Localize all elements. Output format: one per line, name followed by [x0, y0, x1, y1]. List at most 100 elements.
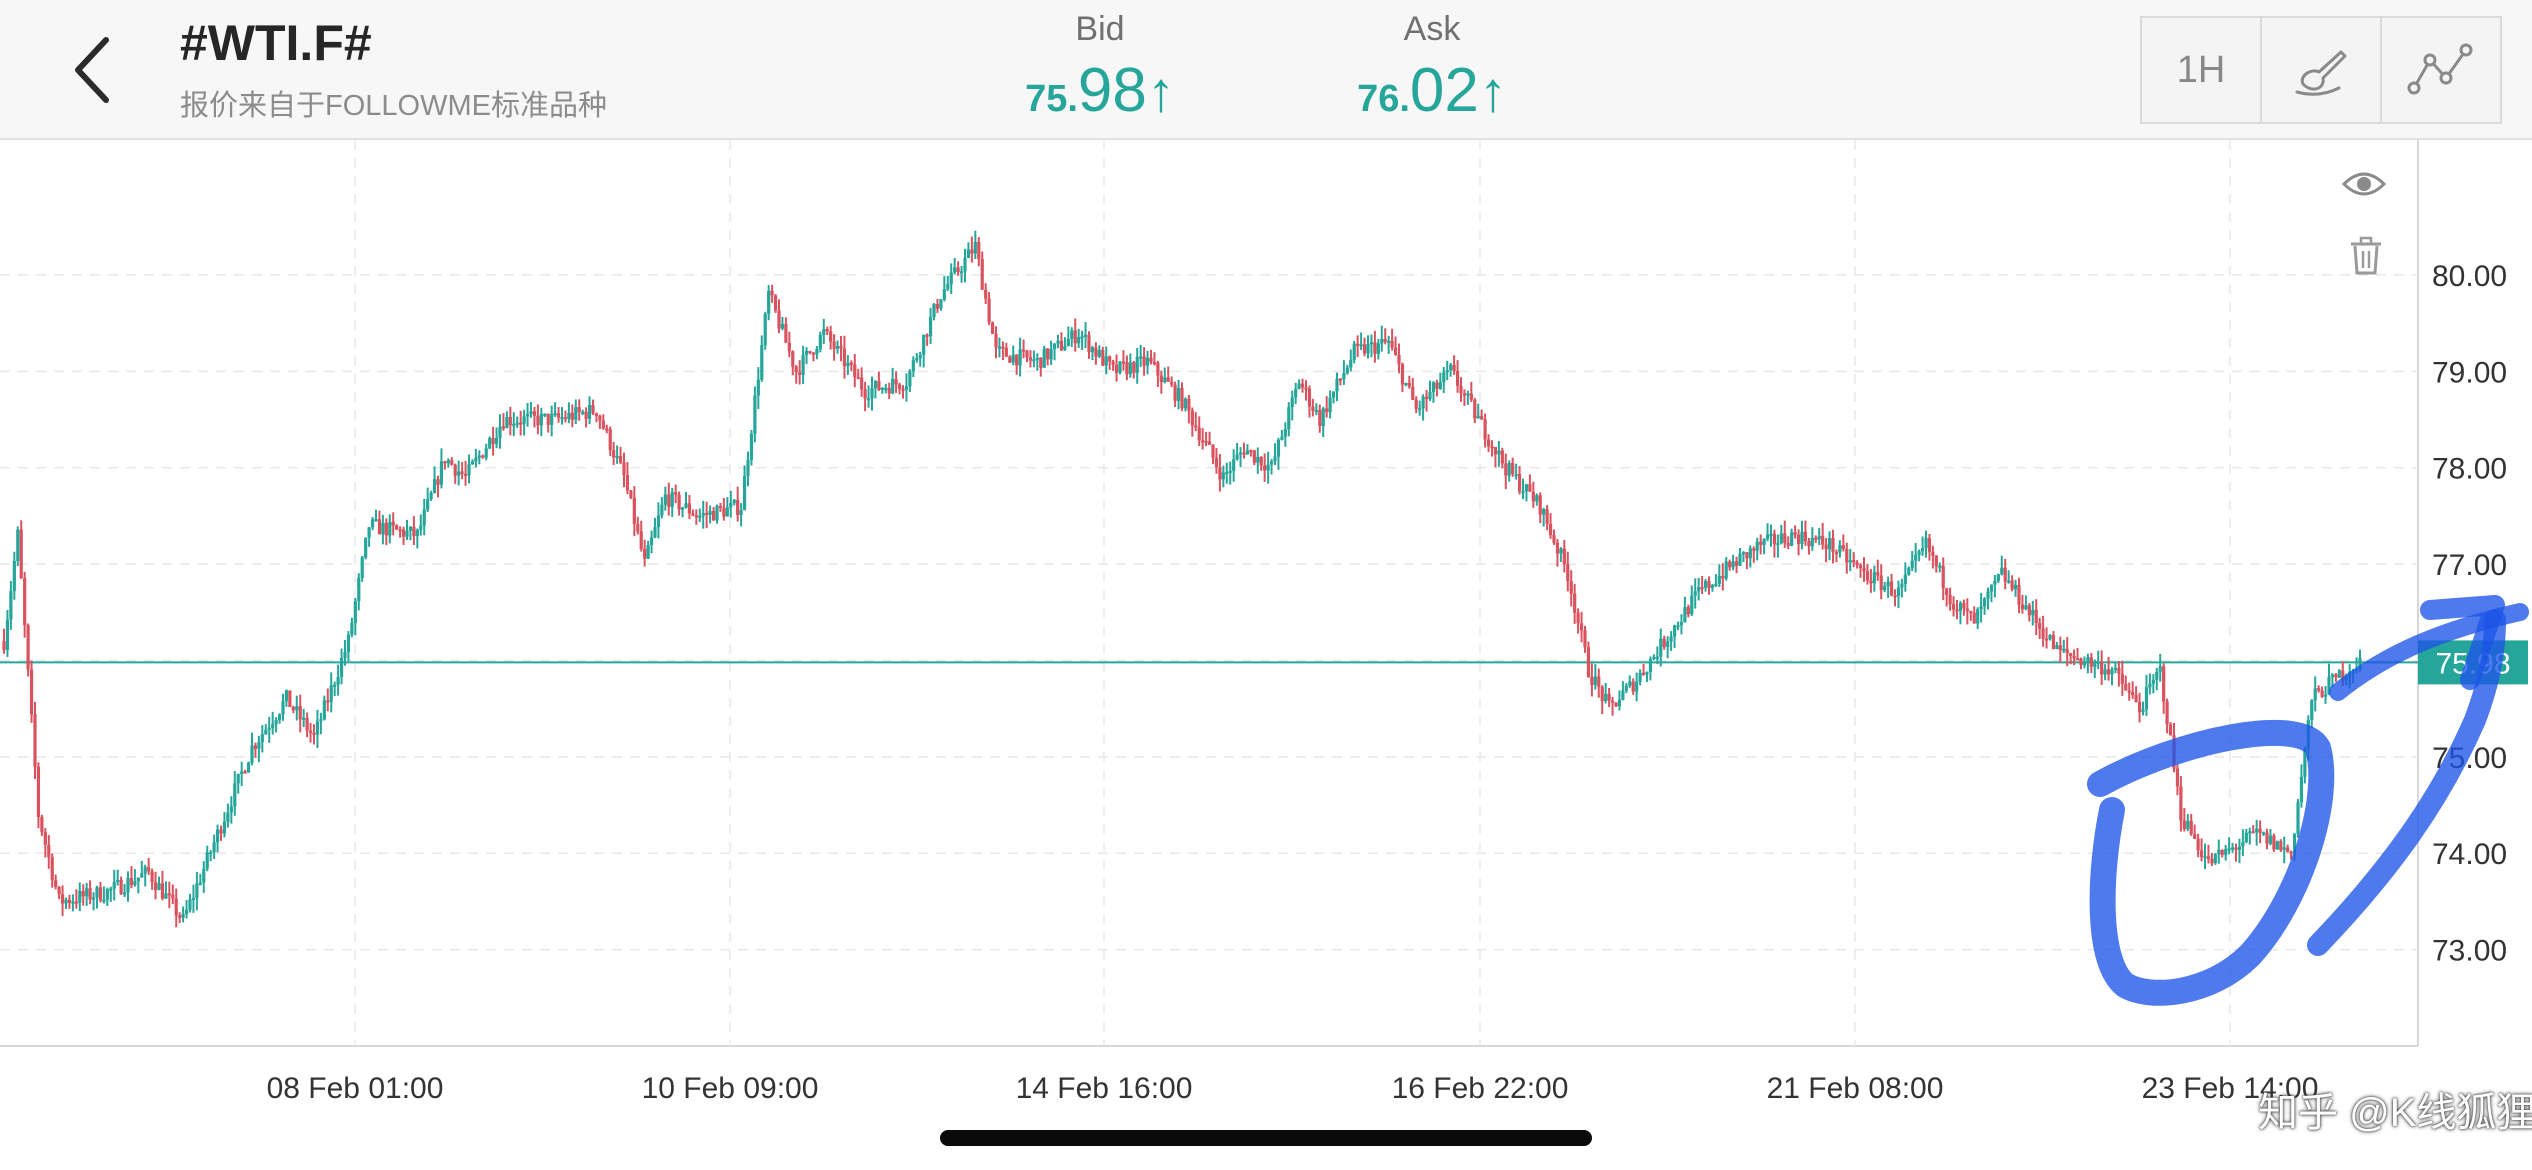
- candle: [1280, 430, 1284, 441]
- candle: [773, 294, 778, 314]
- candle: [312, 724, 316, 745]
- candle: [1094, 342, 1098, 365]
- candle: [1562, 539, 1566, 573]
- candle: [1641, 663, 1646, 676]
- trash-icon[interactable]: [2348, 236, 2384, 276]
- candle: [1645, 671, 1649, 683]
- candle: [711, 507, 716, 521]
- candle: [1855, 560, 1859, 569]
- candle: [1545, 505, 1549, 531]
- candle: [1807, 538, 1811, 555]
- candle: [1073, 318, 1077, 352]
- candle: [567, 402, 571, 424]
- candle: [484, 443, 488, 461]
- candle: [1328, 390, 1332, 419]
- candle: [429, 490, 433, 501]
- candle: [1517, 466, 1522, 495]
- candle: [1576, 608, 1580, 634]
- candle: [40, 814, 44, 837]
- candle: [1345, 364, 1349, 375]
- candle: [1724, 556, 1728, 581]
- candle: [1631, 678, 1635, 695]
- candle: [209, 849, 213, 862]
- candle: [102, 886, 106, 904]
- candle: [1814, 535, 1818, 543]
- candle: [274, 717, 278, 733]
- candle: [136, 877, 140, 894]
- candle: [1362, 337, 1367, 357]
- indicator-button[interactable]: [2380, 18, 2500, 122]
- candle: [1180, 382, 1184, 412]
- candle: [1297, 379, 1301, 390]
- candle: [911, 356, 915, 378]
- candle: [2196, 833, 2200, 858]
- candle: [1070, 327, 1074, 348]
- candle: [577, 399, 581, 421]
- candle: [1108, 355, 1112, 370]
- candle: [2144, 674, 2149, 716]
- candle: [1411, 378, 1415, 401]
- candle: [1032, 350, 1036, 368]
- candle: [1852, 551, 1856, 568]
- candle: [267, 716, 271, 743]
- candle: [157, 876, 161, 891]
- watermark: 知乎 @K线狐狸: [2258, 1091, 2532, 1135]
- candle: [2044, 627, 2049, 649]
- annotation-arrow-head: [2420, 595, 2505, 690]
- candle: [794, 364, 798, 384]
- candle: [629, 489, 633, 500]
- candle: [9, 580, 13, 630]
- eye-icon[interactable]: [2340, 160, 2388, 208]
- candle: [563, 410, 568, 423]
- back-button[interactable]: [56, 30, 136, 110]
- candle: [360, 555, 364, 582]
- candle: [1490, 440, 1494, 457]
- candle: [1321, 406, 1325, 438]
- candle: [767, 285, 771, 321]
- draw-tool-button[interactable]: [2260, 18, 2380, 122]
- candle: [1049, 340, 1053, 365]
- ask-up-arrow-icon: ↑: [1478, 60, 1507, 123]
- candle: [1886, 576, 1890, 598]
- candle: [1404, 382, 1408, 387]
- candle: [1356, 335, 1360, 358]
- candle: [860, 367, 864, 397]
- candle: [1156, 360, 1160, 387]
- candle: [246, 761, 251, 773]
- candle: [2186, 813, 2190, 832]
- candle: [50, 853, 54, 888]
- time-tick-label: 16 Feb 22:00: [1392, 1072, 1569, 1105]
- candle: [1204, 431, 1208, 447]
- candle: [116, 869, 120, 886]
- candle: [19, 520, 23, 579]
- candle: [1593, 664, 1597, 690]
- candle: [2055, 641, 2059, 650]
- home-indicator[interactable]: [940, 1130, 1592, 1146]
- candle: [2182, 808, 2186, 832]
- candle: [1976, 607, 1980, 630]
- candle: [1469, 381, 1473, 403]
- candle: [1087, 331, 1091, 359]
- candle: [2179, 776, 2183, 832]
- candle: [184, 900, 189, 919]
- candle: [646, 540, 650, 560]
- candle: [453, 463, 457, 485]
- price-chart[interactable]: 73.0074.0075.0076.0077.0078.0079.0080.00…: [0, 138, 2532, 1170]
- candle: [656, 502, 661, 539]
- candle: [1624, 682, 1628, 694]
- candle: [1418, 400, 1422, 416]
- candle: [612, 441, 616, 466]
- candle: [1955, 600, 1959, 620]
- candle: [2106, 656, 2111, 681]
- candle: [2261, 831, 2266, 836]
- candle: [1666, 636, 1670, 659]
- timeframe-button[interactable]: 1H: [2176, 48, 2226, 91]
- candle: [277, 713, 282, 724]
- candle: [2113, 661, 2118, 674]
- candle: [1001, 341, 1005, 361]
- candle: [140, 860, 144, 878]
- candle: [1662, 635, 1666, 650]
- price-tick-label: 79.00: [2432, 356, 2507, 389]
- candle: [1183, 397, 1188, 412]
- candle: [219, 825, 223, 841]
